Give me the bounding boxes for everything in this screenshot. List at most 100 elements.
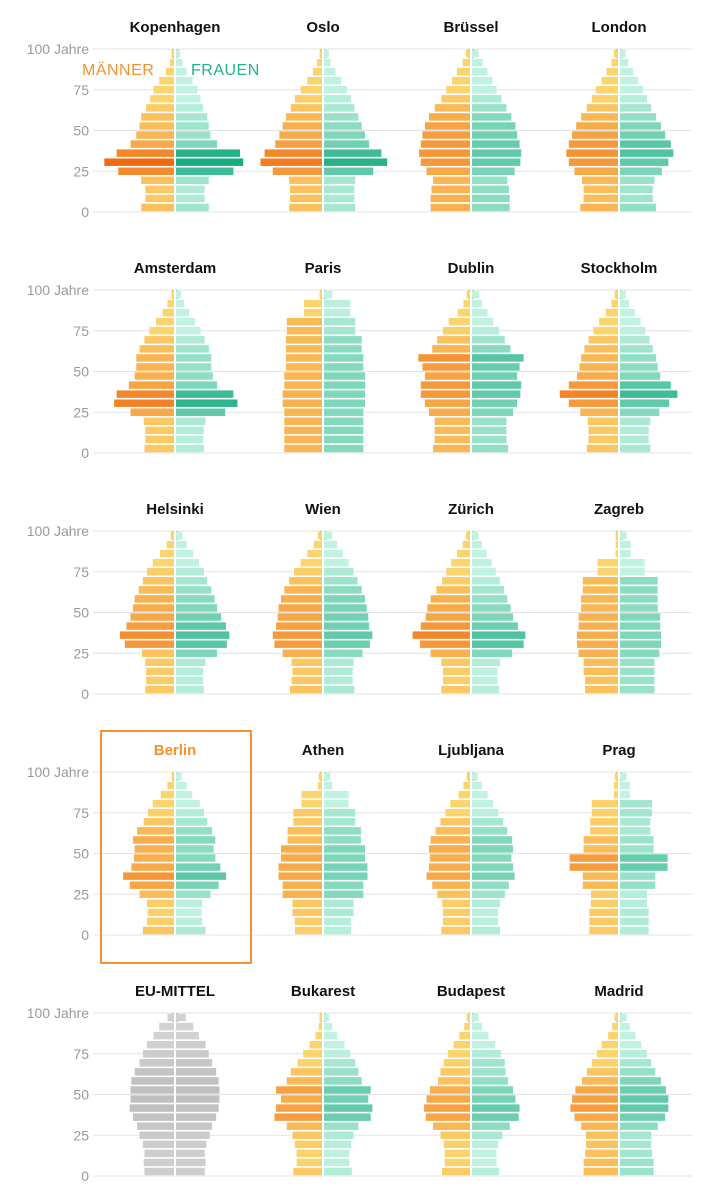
bar-male [572, 1095, 618, 1103]
bar-female [176, 1104, 219, 1112]
pyramid-stockholm[interactable]: Stockholm [559, 260, 678, 453]
bar-male [441, 685, 470, 694]
center-divider [174, 290, 176, 453]
center-divider [174, 49, 176, 212]
pyramid-helsinki[interactable]: Helsinki [119, 501, 230, 694]
bar-male [574, 1113, 618, 1121]
bar-female [472, 363, 520, 371]
pyramid-ljubljana[interactable]: Ljubljana [426, 742, 515, 935]
bar-male [588, 426, 618, 435]
pyramid-kopenhagen[interactable]: Kopenhagen [104, 19, 244, 212]
bar-female [176, 899, 203, 908]
bar-female [176, 540, 187, 549]
pyramid-zagreb[interactable]: Zagreb [577, 501, 661, 694]
bar-female [472, 926, 500, 935]
bar-female [620, 345, 653, 353]
bar-male [142, 577, 174, 585]
pyramid-london[interactable]: London [566, 19, 674, 212]
bar-female [324, 203, 356, 212]
bar-female [472, 531, 479, 540]
bar-male [137, 827, 174, 835]
bar-female [176, 586, 212, 594]
bar-male [145, 426, 174, 435]
bar-male [149, 327, 174, 335]
bar-male [274, 640, 322, 648]
bar-male [613, 790, 618, 799]
bar-male [447, 1050, 470, 1058]
bar-male [318, 1022, 322, 1031]
bar-male [590, 899, 618, 908]
bar-male [137, 1122, 174, 1130]
bar-male [114, 399, 174, 407]
bar-female [620, 685, 655, 694]
city-panels: Kopenhagen Oslo Brüssel London Amsterdam Pari… [100, 19, 678, 1176]
bar-male [425, 613, 470, 621]
bar-female [620, 558, 645, 567]
pyramid-madrid[interactable]: Madrid [570, 983, 669, 1176]
pyramid-brüssel[interactable]: Brüssel [419, 19, 522, 212]
bar-female [324, 558, 349, 567]
bar-female [620, 58, 629, 67]
y-tick-label: 0 [81, 445, 89, 461]
bar-male [278, 863, 322, 871]
bar-female [620, 631, 661, 639]
bar-male [459, 1031, 470, 1040]
bar-male [146, 676, 174, 685]
bar-female [620, 104, 652, 112]
bar-male [144, 1167, 174, 1176]
legend-label-female: FRAUEN [191, 62, 260, 79]
pyramid-prag[interactable]: Prag [569, 742, 668, 935]
bar-male [453, 1040, 470, 1049]
bar-male [441, 95, 470, 103]
pyramid-eu-mittel[interactable]: EU-MITTEL [129, 983, 220, 1176]
pyramid-wien[interactable]: Wien [272, 501, 373, 694]
city-title: Berlin [154, 742, 197, 759]
bar-female [176, 863, 221, 871]
bar-female [324, 58, 331, 67]
bar-female [620, 381, 671, 389]
city-title: EU-MITTEL [135, 983, 215, 1000]
pyramid-bukarest[interactable]: Bukarest [274, 983, 373, 1176]
bar-female [324, 67, 336, 76]
bar-male [569, 863, 618, 871]
bar-female [324, 1022, 333, 1031]
bar-male [444, 1158, 470, 1167]
bar-female [176, 1140, 207, 1149]
bar-female [620, 1031, 636, 1040]
bar-male [583, 845, 618, 853]
city-title: Brüssel [443, 19, 498, 36]
bar-female [176, 845, 214, 853]
bar-male [437, 336, 470, 344]
bar-female [176, 67, 187, 76]
bar-female [620, 908, 649, 917]
bar-female [472, 140, 520, 148]
bar-female [176, 417, 206, 426]
bar-male [143, 1158, 174, 1167]
bar-male [433, 176, 470, 185]
bar-female [472, 1022, 482, 1031]
bar-female [176, 435, 204, 444]
bar-male [159, 1022, 174, 1031]
pyramid-amsterdam[interactable]: Amsterdam [114, 260, 238, 453]
pyramid-budapest[interactable]: Budapest [424, 983, 520, 1176]
pyramid-berlin[interactable]: Berlin [100, 730, 252, 964]
bar-female [620, 1077, 661, 1085]
bar-female [324, 890, 364, 898]
bar-female [324, 631, 373, 639]
pyramid-oslo[interactable]: Oslo [260, 19, 388, 212]
bar-male [260, 158, 322, 166]
pyramid-athen[interactable]: Athen [278, 742, 368, 935]
pyramid-paris[interactable]: Paris [282, 260, 365, 453]
bar-female [176, 872, 227, 880]
bar-female [324, 1013, 329, 1022]
bar-female [176, 640, 227, 648]
pyramid-zürich[interactable]: Zürich [412, 501, 526, 694]
bar-male [419, 149, 470, 157]
bar-female [620, 577, 658, 585]
city-title: Prag [602, 742, 635, 759]
bar-male [290, 685, 322, 694]
bar-female [620, 390, 678, 398]
city-title: Athen [302, 742, 345, 759]
pyramid-dublin[interactable]: Dublin [418, 260, 524, 453]
bar-male [126, 622, 174, 630]
